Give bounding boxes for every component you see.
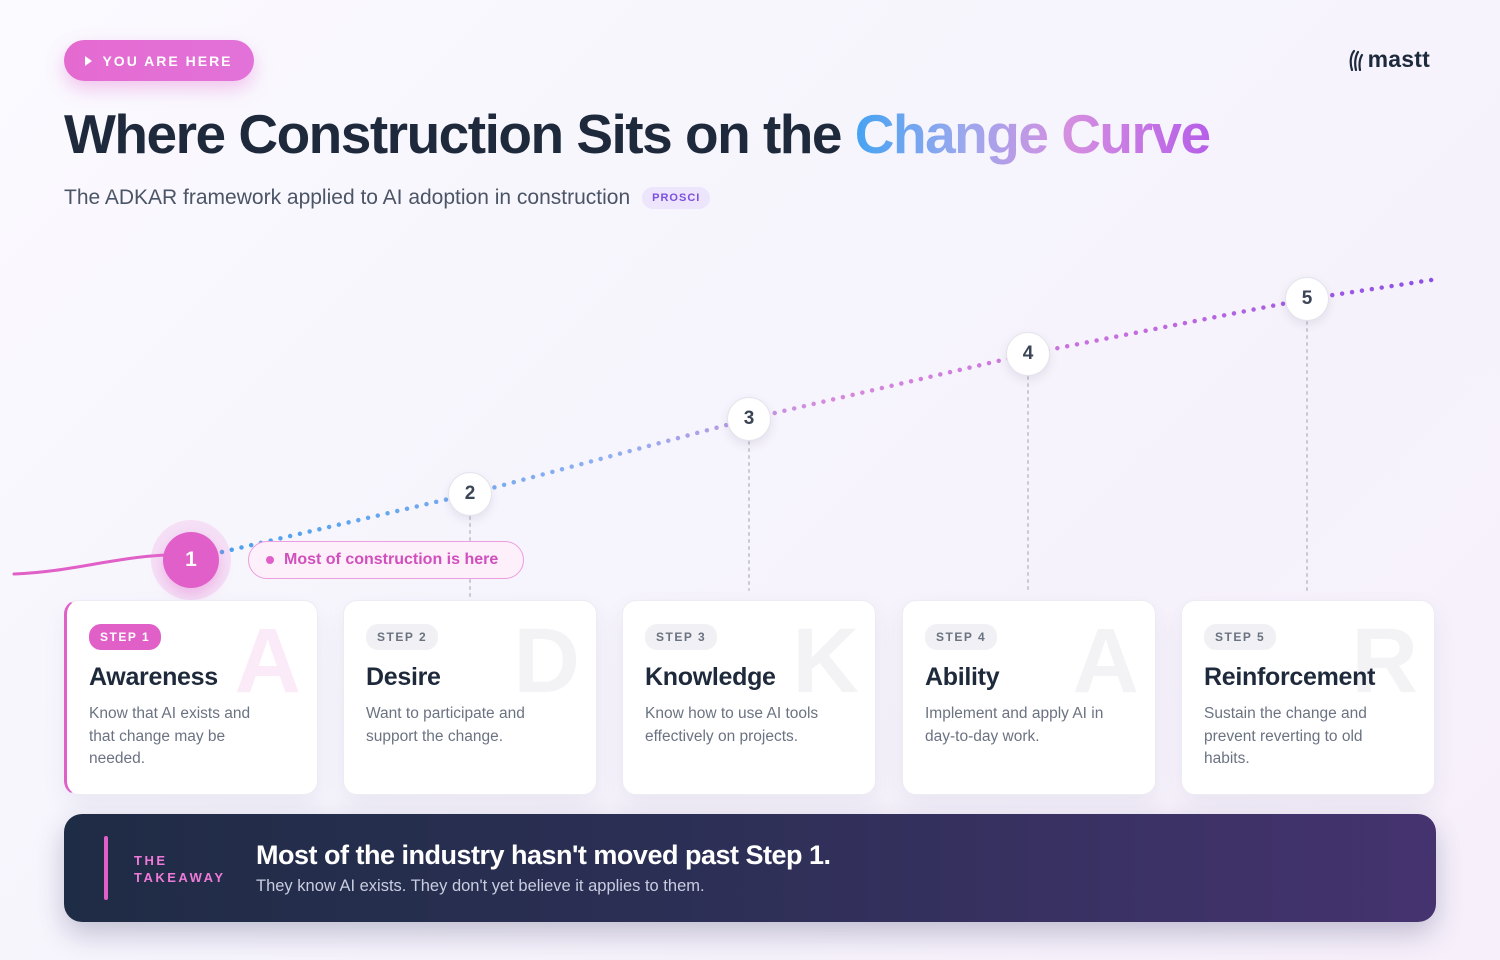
step-card-desire: D STEP 2 Desire Want to participate and … xyxy=(343,600,597,795)
card-title: Desire xyxy=(366,663,441,691)
callout-dot xyxy=(266,556,274,564)
card-title: Awareness xyxy=(89,663,218,691)
curve-node-1: 1 xyxy=(163,532,219,588)
step-badge: STEP 5 xyxy=(1204,624,1277,650)
current-position-callout: Most of construction is here xyxy=(248,541,524,579)
card-letter: A xyxy=(234,610,301,712)
step-badge: STEP 4 xyxy=(925,624,998,650)
card-title: Ability xyxy=(925,663,1000,691)
card-description: Implement and apply AI in day-to-day wor… xyxy=(925,705,1104,745)
title-highlight: Change Curve xyxy=(854,103,1211,165)
curve-node-2: 2 xyxy=(448,472,492,516)
callout-text: Most of construction is here xyxy=(284,551,499,568)
step-card-reinforcement: R STEP 5 Reinforcement Sustain the chang… xyxy=(1181,600,1435,795)
mastt-logo-icon xyxy=(1349,49,1363,71)
card-letter: D xyxy=(513,610,580,712)
step-badge: STEP 2 xyxy=(366,624,439,650)
takeaway-banner: THE TAKEAWAY Most of the industry hasn't… xyxy=(64,814,1436,922)
card-letter: K xyxy=(792,610,859,712)
step-badge: STEP 3 xyxy=(645,624,718,650)
logo-text: mastt xyxy=(1367,46,1430,72)
step-card-awareness: A STEP 1 Awareness Know that AI exists a… xyxy=(64,600,318,795)
curve-node-3: 3 xyxy=(727,397,771,441)
prosci-badge: PROSCI xyxy=(642,187,711,209)
card-description: Want to participate and support the chan… xyxy=(366,705,525,745)
takeaway-label: THE TAKEAWAY xyxy=(134,853,226,885)
takeaway-subtext: They know AI exists. They don't yet beli… xyxy=(256,877,705,895)
you-are-here-label: YOU ARE HERE xyxy=(102,52,233,69)
card-title: Knowledge xyxy=(645,663,776,691)
curve-node-4: 4 xyxy=(1006,332,1050,376)
card-letter: A xyxy=(1072,610,1139,712)
card-description: Sustain the change and prevent reverting… xyxy=(1204,705,1367,767)
card-letter: R xyxy=(1351,610,1418,712)
mastt-logo: mastt xyxy=(1348,46,1430,73)
title-main: Where Construction Sits on the xyxy=(64,103,855,165)
card-title: Reinforcement xyxy=(1204,663,1376,691)
card-description: Know that AI exists and that change may … xyxy=(89,705,251,767)
step-card-ability: A STEP 4 Ability Implement and apply AI … xyxy=(902,600,1156,795)
you-are-here-badge: YOU ARE HERE xyxy=(64,40,254,81)
page-title: Where Construction Sits on the Change Cu… xyxy=(64,102,1211,166)
step-badge: STEP 1 xyxy=(89,624,162,650)
step-card-knowledge: K STEP 3 Knowledge Know how to use AI to… xyxy=(622,600,876,795)
card-description: Know how to use AI tools effectively on … xyxy=(645,705,819,745)
subtitle: The ADKAR framework applied to AI adopti… xyxy=(64,186,631,209)
lead-in-line xyxy=(12,553,167,576)
curve-node-5: 5 xyxy=(1285,277,1329,321)
dotted-curve xyxy=(219,276,1441,555)
takeaway-headline: Most of the industry hasn't moved past S… xyxy=(256,840,831,870)
subtitle-row: The ADKAR framework applied to AI adopti… xyxy=(64,186,711,210)
play-icon xyxy=(85,55,93,66)
takeaway-accent-bar xyxy=(104,836,108,900)
